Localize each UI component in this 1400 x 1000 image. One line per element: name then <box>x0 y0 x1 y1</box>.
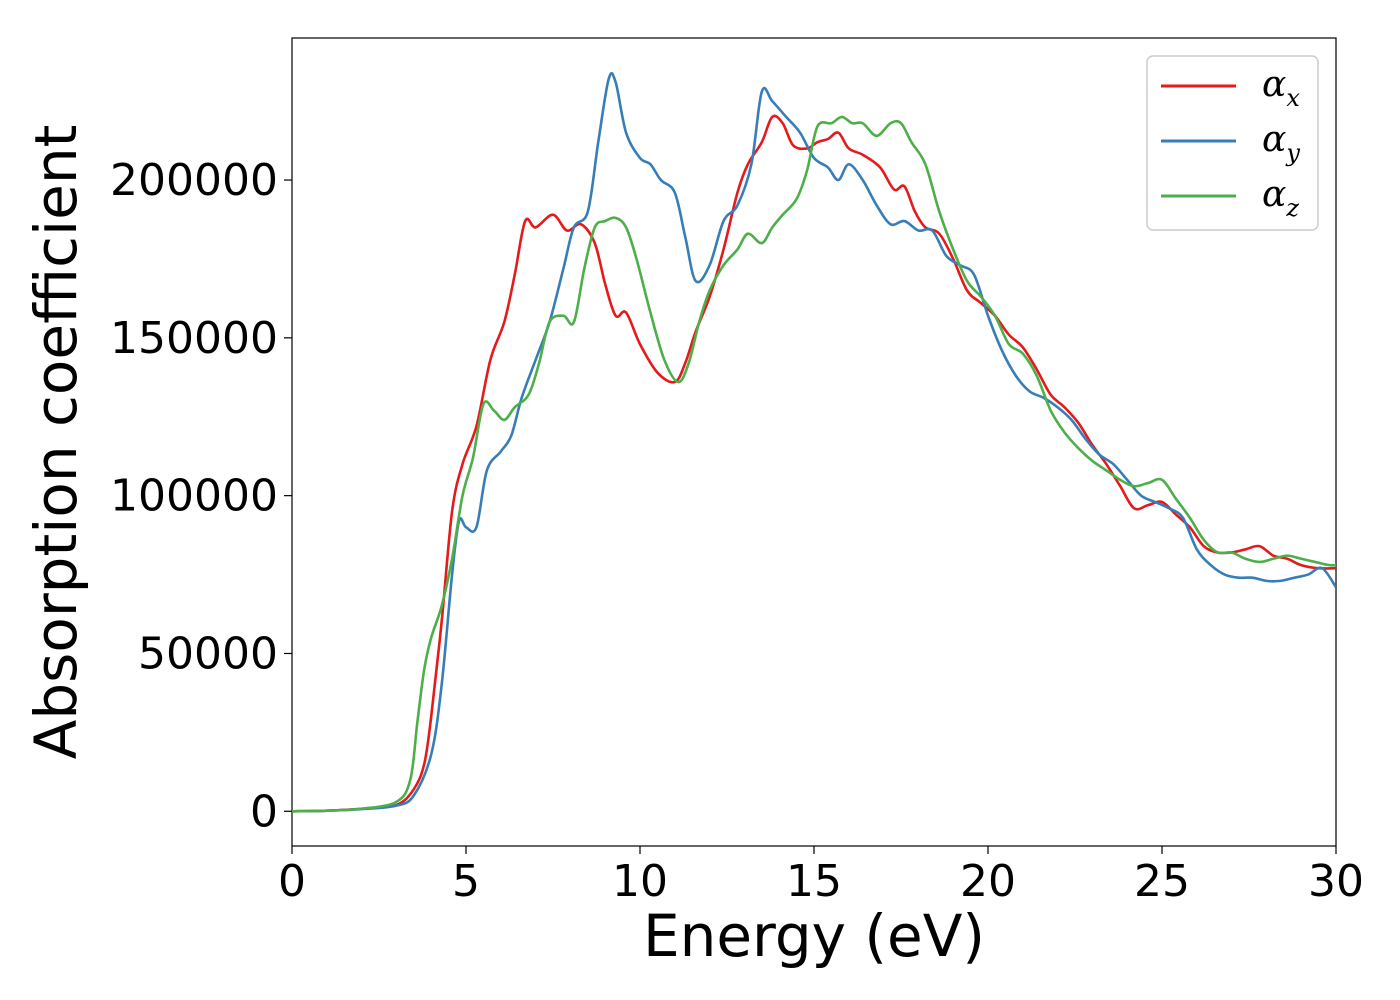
x-axis-ticks: 0 5 10 15 20 25 30 <box>278 846 1364 907</box>
y-axis-ticks: 0 50000 100000 150000 200000 <box>110 155 292 837</box>
legend-label-z: αz <box>1262 174 1299 222</box>
series-layer <box>292 71 1336 813</box>
y-tick-label: 150000 <box>110 313 278 364</box>
x-tick-label: 15 <box>786 856 842 907</box>
x-tick-label: 30 <box>1308 856 1364 907</box>
y-tick-label: 0 <box>250 786 278 837</box>
series-line-x <box>292 114 1336 813</box>
legend-box <box>1146 55 1319 231</box>
legend-label-y: αy <box>1262 119 1300 167</box>
y-tick-label: 200000 <box>110 155 278 206</box>
y-tick-label: 100000 <box>110 471 278 522</box>
y-axis-label: Absorption coefficient <box>22 125 90 760</box>
x-tick-label: 5 <box>452 856 480 907</box>
y-tick-label: 50000 <box>138 628 278 679</box>
series-line-z <box>292 115 1336 813</box>
series-line-y <box>292 71 1336 813</box>
x-tick-label: 10 <box>612 856 668 907</box>
x-tick-label: 0 <box>278 856 306 907</box>
x-tick-label: 25 <box>1134 856 1190 907</box>
x-tick-label: 20 <box>960 856 1016 907</box>
legend: αx αy αz <box>1146 55 1319 231</box>
legend-items: αx αy αz <box>1161 64 1300 222</box>
legend-label-x: αx <box>1262 64 1300 112</box>
x-axis-label: Energy (eV) <box>643 902 985 970</box>
